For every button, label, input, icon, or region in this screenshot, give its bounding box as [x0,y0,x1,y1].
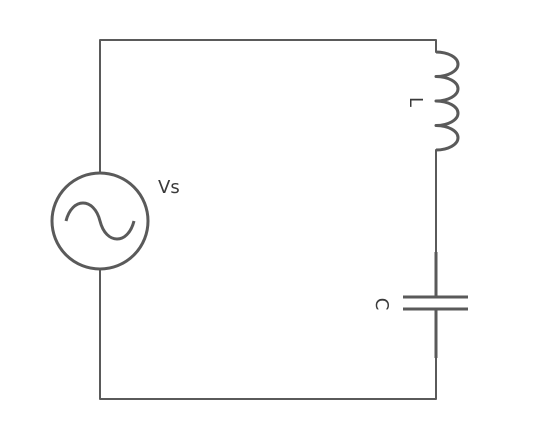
source-circle [50,171,150,271]
capacitor [403,252,468,358]
source-label: Vs [158,177,180,198]
wire-bottom [99,269,437,400]
capacitor-label: C [371,298,392,311]
inductor-coil [434,50,460,152]
ac-voltage-source [50,171,150,271]
sine-wave-icon [64,201,136,241]
inductor-label: L [405,97,426,107]
wire-left-top [99,39,437,173]
wiring [99,39,437,400]
inductor [434,50,460,152]
